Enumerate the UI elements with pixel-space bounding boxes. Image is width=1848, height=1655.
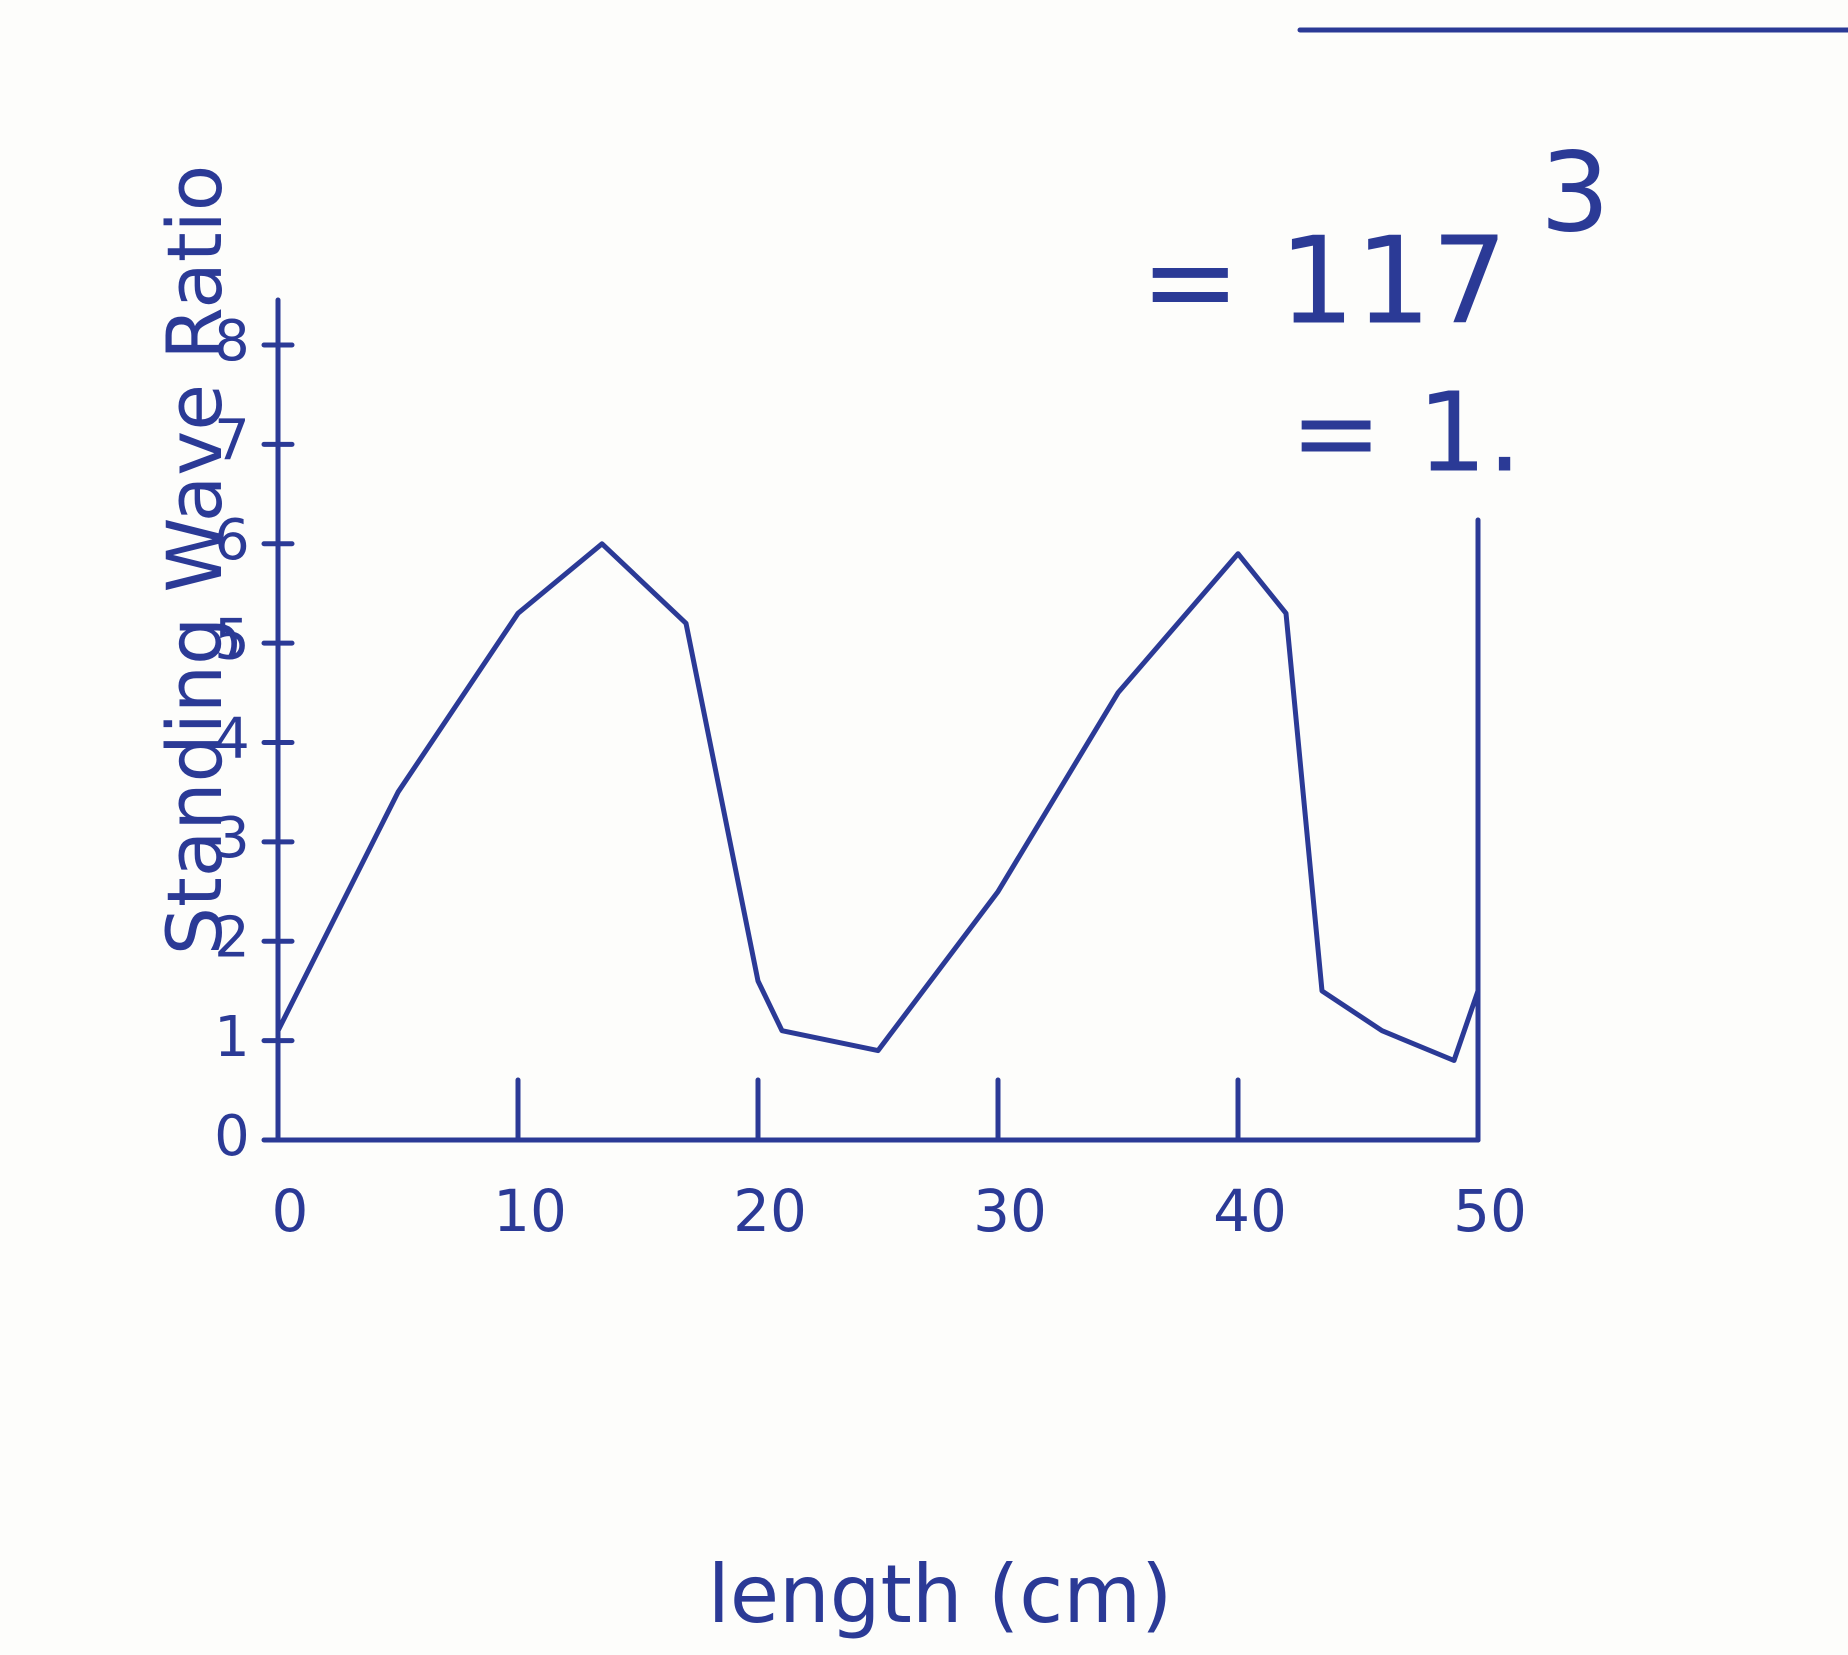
- x-tick-label: 20: [733, 1177, 807, 1245]
- annotation: 3: [1540, 128, 1610, 256]
- x-tick-label: 10: [493, 1177, 567, 1245]
- data-line: [278, 544, 1478, 1061]
- chart: length (cm) Standing Wave Ratio 3 = 117 …: [0, 0, 1848, 1655]
- y-tick-label: 8: [214, 309, 250, 374]
- annotation: = 117: [1140, 213, 1508, 352]
- y-tick-label: 6: [214, 508, 250, 573]
- y-tick-label: 0: [214, 1104, 250, 1169]
- y-tick-label: 2: [214, 905, 250, 970]
- y-tick-label: 4: [214, 707, 250, 772]
- x-tick-label: 40: [1213, 1177, 1287, 1245]
- y-tick-label: 3: [214, 806, 250, 871]
- annotation: = 1.: [1290, 368, 1522, 496]
- y-tick-label: 7: [214, 409, 250, 474]
- x-tick-label: 50: [1453, 1177, 1527, 1245]
- y-tick-label: 1: [214, 1005, 250, 1070]
- x-axis-label: length (cm): [708, 1548, 1173, 1641]
- x-tick-label: 30: [973, 1177, 1047, 1245]
- x-tick-label: 0: [272, 1177, 309, 1245]
- page: {"chart_data": {"type": "line", "x_label…: [0, 0, 1848, 1655]
- y-tick-label: 5: [214, 607, 250, 672]
